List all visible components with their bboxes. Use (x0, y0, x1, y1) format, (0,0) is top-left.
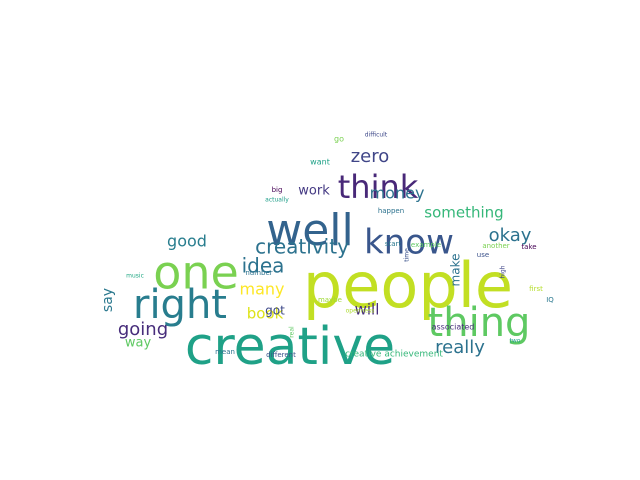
word-music: music (126, 273, 144, 280)
word-good: good (167, 232, 207, 251)
word-okay: okay (489, 225, 532, 246)
word-high: high (500, 265, 507, 278)
word-first: first (529, 285, 543, 293)
word-make: make (449, 254, 463, 287)
word-use: use (477, 251, 489, 259)
word-actually: actually (265, 197, 289, 204)
word-way: way (125, 336, 152, 351)
word-start: start (385, 240, 402, 248)
word-example: example (411, 241, 441, 249)
word-maybe: maybe (318, 296, 342, 304)
word-really: really (435, 337, 485, 358)
word-think: think (338, 168, 419, 206)
word-happen: happen (378, 207, 404, 215)
word-different: different (266, 351, 296, 359)
word-creative: creative (185, 317, 395, 377)
word-many: many (240, 280, 285, 299)
word-iq: IQ (546, 296, 554, 304)
word-another: another (482, 242, 509, 250)
word-people: people (303, 249, 513, 322)
word-time: time (404, 248, 411, 262)
word-work: work (298, 184, 330, 199)
word-something: something (424, 204, 503, 222)
word-openness: openness (346, 308, 375, 315)
word-say: say (100, 288, 116, 312)
word-creativity: creativity (255, 235, 349, 259)
word-got: got (265, 304, 285, 318)
word-book: book (247, 305, 284, 323)
word-will: will (355, 301, 380, 319)
word-real: real (289, 326, 296, 338)
word-idea: idea (242, 254, 285, 278)
word-well: well (266, 205, 354, 256)
word-want: want (310, 158, 330, 167)
word-associated: associated (432, 323, 475, 332)
word-money: money (370, 184, 425, 203)
word-right: right (133, 282, 227, 328)
word-going: going (118, 319, 168, 340)
word-zero: zero (351, 146, 390, 167)
word-two: two (510, 338, 521, 345)
word-number: number (245, 269, 272, 277)
word-mean: mean (215, 348, 235, 356)
word-one: one (153, 246, 239, 300)
word-thing: thing (428, 300, 531, 346)
word-go: go (334, 135, 344, 144)
word-big: big (272, 186, 283, 194)
word-take: take (521, 243, 536, 251)
word-know: know (364, 223, 454, 263)
word-difficult: difficult (365, 132, 388, 139)
word-creative-achievement: creative achievement (345, 350, 443, 360)
